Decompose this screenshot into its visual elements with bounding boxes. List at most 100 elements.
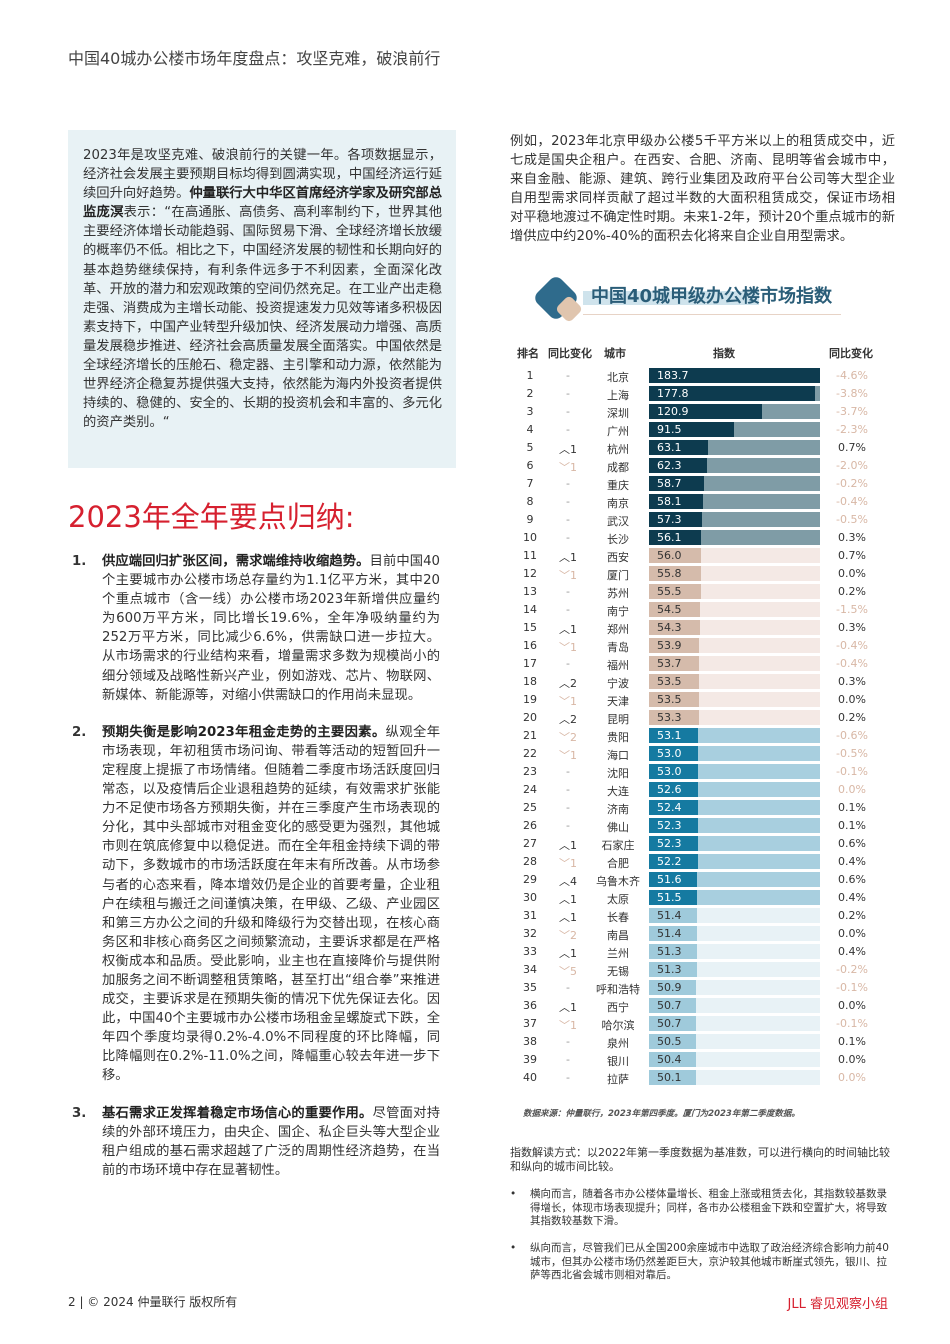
index-value: 53.5 (657, 675, 682, 688)
yoy-cell: -0.1% (836, 765, 868, 778)
header-index: 指数 (713, 347, 735, 360)
table-row: 11 ︿1 西安 56.0 0.7% (515, 548, 885, 564)
city-cell: 深圳 (607, 407, 629, 420)
index-value: 51.4 (657, 927, 682, 940)
index-bar (649, 674, 699, 689)
index-bar (649, 998, 697, 1013)
table-row: 36 ︿1 西宁 50.7 0.0% (515, 998, 885, 1014)
table-row: 18 ︿2 宁波 53.5 0.3% (515, 674, 885, 690)
index-value: 58.7 (657, 477, 682, 490)
yoy-cell: 0.0% (838, 783, 866, 796)
index-bar (649, 872, 698, 887)
rank-change-cell: ︿2 (559, 713, 577, 726)
index-bar (649, 602, 700, 617)
rank-cell: 19 (523, 693, 537, 706)
header-rank: 排名 (517, 347, 539, 360)
header-city: 城市 (604, 347, 626, 360)
city-cell: 乌鲁木齐 (596, 875, 640, 888)
rank-change-cell: ﹀1 (559, 749, 577, 762)
index-bar-track: 58.1 (649, 494, 820, 509)
table-row: 14 - 南宁 54.5 -1.5% (515, 602, 885, 618)
index-bar (649, 800, 698, 815)
index-value: 50.9 (657, 981, 682, 994)
rank-cell: 24 (523, 783, 537, 796)
city-cell: 石家庄 (601, 839, 635, 852)
rank-change-cell: - (566, 783, 570, 796)
index-bar-track: 53.1 (649, 728, 820, 743)
rank-change-cell: - (566, 423, 570, 436)
point-heading: 供应端回归扩张区间，需求端维持收缩趋势。 (102, 554, 370, 569)
yoy-cell: -0.4% (836, 657, 868, 670)
table-row: 26 - 佛山 52.3 0.1% (515, 818, 885, 834)
index-bar (649, 854, 698, 869)
bullet-item: 横向而言，随着各市办公楼体量增长、租金上涨或租赁去化，其指数较基数录得增长，体现… (510, 1188, 895, 1229)
index-bar-track: 91.5 (649, 422, 820, 437)
quote-body: 表示：“在高通胀、高债务、高利率制约下，世界其他主要经济体增长动能趋弱、国际贸易… (83, 205, 443, 431)
rank-cell: 11 (523, 549, 537, 562)
index-value: 50.5 (657, 1035, 682, 1048)
index-bar-track: 53.9 (649, 638, 820, 653)
index-bar-track: 50.5 (649, 1034, 820, 1049)
index-bar (649, 530, 702, 545)
city-cell: 兰州 (607, 947, 629, 960)
index-bar (649, 476, 704, 491)
header-rank-change: 同比变化 (548, 347, 592, 360)
index-value: 50.7 (657, 999, 682, 1012)
index-bar (649, 584, 701, 599)
index-bar (649, 1052, 696, 1067)
index-value: 51.3 (657, 945, 682, 958)
index-bar-track: 58.7 (649, 476, 820, 491)
index-bar-track: 56.1 (649, 530, 820, 545)
city-cell: 海口 (607, 749, 629, 762)
city-cell: 泉州 (607, 1037, 629, 1050)
table-row: 9 - 武汉 57.3 -0.5% (515, 512, 885, 528)
index-value: 53.3 (657, 711, 682, 724)
city-cell: 杭州 (607, 443, 629, 456)
yoy-cell: -0.5% (836, 747, 868, 760)
table-row: 7 - 重庆 58.7 -0.2% (515, 476, 885, 492)
yoy-cell: 0.4% (838, 855, 866, 868)
yoy-cell: 0.3% (838, 621, 866, 634)
index-bar (649, 440, 708, 455)
index-value: 54.3 (657, 621, 682, 634)
footer-copyright: 2 | © 2024 仲量联行 版权所有 (68, 1295, 238, 1309)
rank-cell: 29 (523, 873, 537, 886)
yoy-cell: -4.6% (836, 369, 868, 382)
table-row: 30 ︿1 太原 51.5 0.4% (515, 890, 885, 906)
index-value: 51.6 (657, 873, 682, 886)
index-bar (649, 638, 700, 653)
yoy-cell: 0.7% (838, 549, 866, 562)
index-bar (649, 710, 699, 725)
rank-change-cell: - (566, 819, 570, 832)
index-value: 52.3 (657, 819, 682, 832)
yoy-cell: 0.0% (838, 927, 866, 940)
rank-cell: 16 (523, 639, 537, 652)
document-header: 中国40城办公楼市场年度盘点：攻坚克难，破浪前行 (68, 49, 441, 68)
index-bar-track: 52.3 (649, 818, 820, 833)
index-bar (649, 1070, 696, 1085)
index-bar (649, 386, 815, 401)
rank-change-cell: - (566, 369, 570, 382)
rank-cell: 1 (526, 369, 534, 382)
yoy-cell: -2.3% (836, 423, 868, 436)
quote-box: 2023年是攻坚克难、破浪前行的关键一年。各项数据显示，经济社会发展主要预期目标… (68, 130, 456, 468)
rank-change-cell: - (566, 1035, 570, 1048)
rank-change-cell: - (566, 477, 570, 490)
index-value: 50.1 (657, 1071, 682, 1084)
rank-cell: 14 (523, 603, 537, 616)
index-bar-track: 50.7 (649, 1016, 820, 1031)
rank-cell: 12 (523, 567, 537, 580)
city-cell: 青岛 (607, 641, 629, 654)
table-row: 20 ︿2 昆明 53.3 0.2% (515, 710, 885, 726)
city-cell: 长沙 (607, 533, 629, 546)
footer-brand: JLL 睿见观察小组 (787, 1297, 888, 1312)
yoy-cell: 0.1% (838, 801, 866, 814)
index-bar-track: 183.7 (649, 368, 820, 383)
point-heading: 预期失衡是影响2023年租金走势的主要因素。 (102, 724, 386, 740)
index-bar (649, 764, 699, 779)
index-value: 52.6 (657, 783, 682, 796)
index-bar-track: 52.3 (649, 836, 820, 851)
yoy-cell: 0.0% (838, 1071, 866, 1084)
rank-cell: 27 (523, 837, 537, 850)
city-cell: 重庆 (607, 479, 629, 492)
